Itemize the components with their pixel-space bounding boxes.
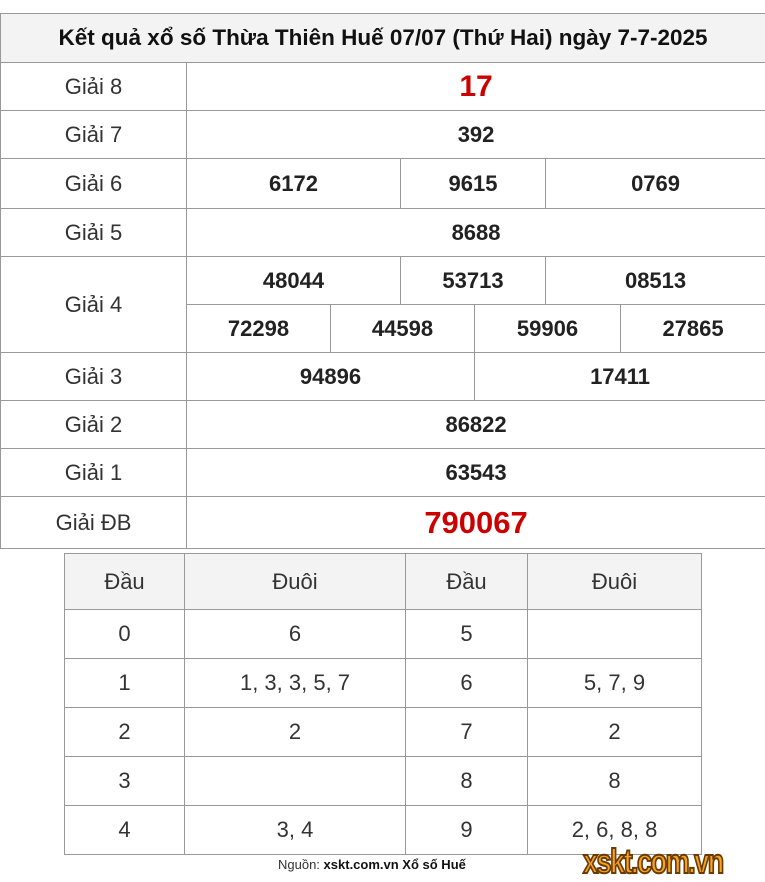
cell: 3 bbox=[65, 757, 185, 806]
cell: 8 bbox=[406, 757, 528, 806]
cell: 9 bbox=[406, 806, 528, 855]
prize-2-value: 86822 bbox=[187, 401, 765, 449]
prize-6-value: 0769 bbox=[546, 159, 765, 209]
prize-8-value: 17 bbox=[187, 63, 765, 111]
prize-4-value: 53713 bbox=[401, 257, 546, 305]
prize-label: Giải 1 bbox=[1, 449, 187, 497]
prize-label: Giải 4 bbox=[1, 257, 187, 353]
cell: 4 bbox=[65, 806, 185, 855]
prize-label: Giải 2 bbox=[1, 401, 187, 449]
cell: 6 bbox=[406, 659, 528, 708]
special-prize-value: 790067 bbox=[187, 497, 765, 549]
prize-6-value: 6172 bbox=[187, 159, 401, 209]
prize-label: Giải 7 bbox=[1, 111, 187, 159]
cell: 2 bbox=[185, 708, 406, 757]
prize-6-value: 9615 bbox=[401, 159, 546, 209]
prize-4-value: 44598 bbox=[331, 305, 475, 353]
prize-4-value: 48044 bbox=[187, 257, 401, 305]
prize-label: Giải ĐB bbox=[1, 497, 187, 549]
prize-label: Giải 3 bbox=[1, 353, 187, 401]
prize-4-value: 27865 bbox=[621, 305, 765, 353]
cell: 3, 4 bbox=[185, 806, 406, 855]
cell: 6 bbox=[185, 610, 406, 659]
cell: 8 bbox=[528, 757, 702, 806]
prize-1-value: 63543 bbox=[187, 449, 765, 497]
cell: 0 bbox=[65, 610, 185, 659]
source-link[interactable]: xskt.com.vn Xổ số Huế bbox=[324, 857, 466, 872]
cell: 2 bbox=[528, 708, 702, 757]
prize-7-value: 392 bbox=[187, 111, 765, 159]
cell: 1, 3, 3, 5, 7 bbox=[185, 659, 406, 708]
cell: 7 bbox=[406, 708, 528, 757]
prize-3-value: 17411 bbox=[475, 353, 765, 401]
prize-label: Giải 8 bbox=[1, 63, 187, 111]
prize-4-value: 59906 bbox=[475, 305, 621, 353]
header-dau: Đầu bbox=[406, 554, 528, 610]
cell: 5, 7, 9 bbox=[528, 659, 702, 708]
header-duoi: Đuôi bbox=[528, 554, 702, 610]
results-table: Kết quả xổ số Thừa Thiên Huế 07/07 (Thứ … bbox=[0, 13, 765, 549]
cell: 1 bbox=[65, 659, 185, 708]
prize-4-value: 72298 bbox=[187, 305, 331, 353]
results-title: Kết quả xổ số Thừa Thiên Huế 07/07 (Thứ … bbox=[1, 14, 765, 63]
prize-5-value: 8688 bbox=[187, 209, 765, 257]
prize-3-value: 94896 bbox=[187, 353, 475, 401]
cell: 5 bbox=[406, 610, 528, 659]
prize-label: Giải 5 bbox=[1, 209, 187, 257]
source-note: Nguồn: xskt.com.vn Xổ số Huế bbox=[278, 857, 466, 872]
source-label: Nguồn: bbox=[278, 857, 320, 872]
prize-label: Giải 6 bbox=[1, 159, 187, 209]
header-dau: Đầu bbox=[65, 554, 185, 610]
cell: 2 bbox=[65, 708, 185, 757]
xskt-logo: xskt.com.vn bbox=[583, 843, 723, 882]
cell bbox=[528, 610, 702, 659]
cell bbox=[185, 757, 406, 806]
header-duoi: Đuôi bbox=[185, 554, 406, 610]
prize-4-value: 08513 bbox=[546, 257, 765, 305]
